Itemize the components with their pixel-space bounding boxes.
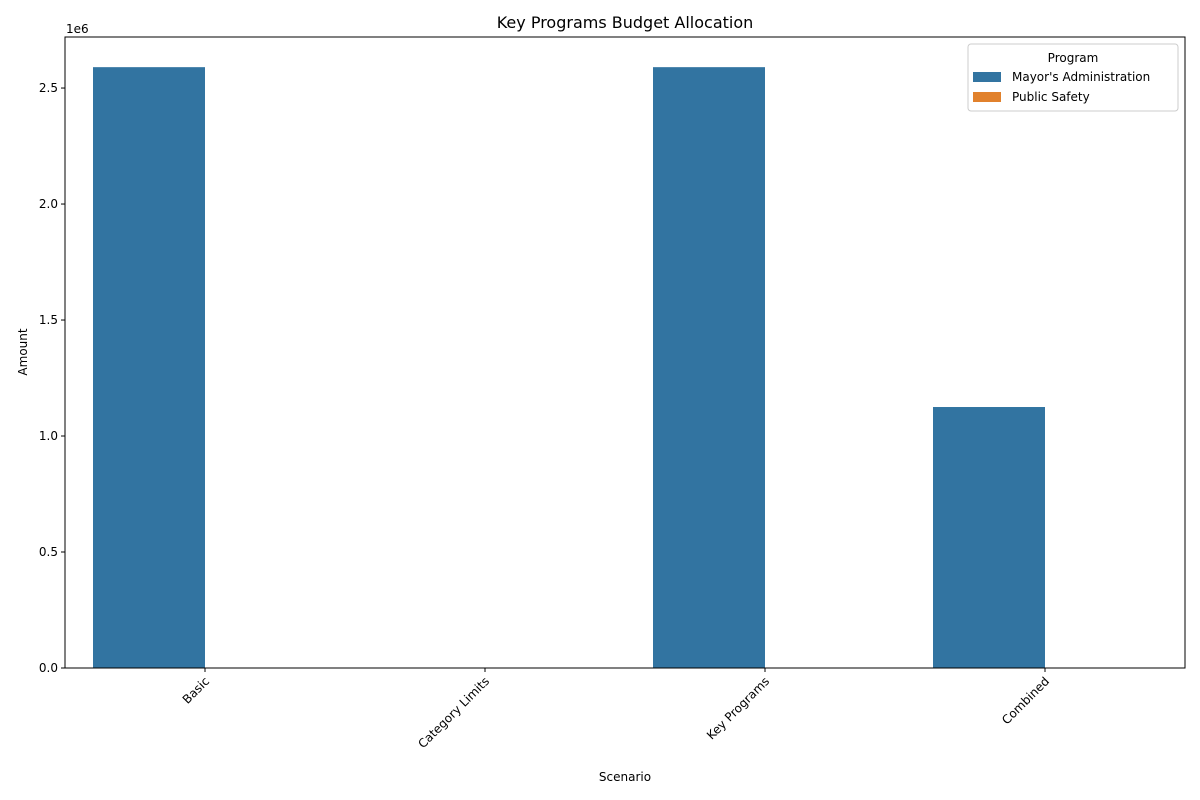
y-tick-label: 1.5 — [39, 313, 58, 327]
y-tick-label: 2.5 — [39, 81, 58, 95]
x-tick-label: Basic — [180, 674, 212, 706]
bars-layer — [93, 67, 1045, 669]
bar-mayor-s-administration-combined — [933, 407, 1045, 668]
y-tick-label: 0.0 — [39, 661, 58, 675]
bar-mayor-s-administration-basic — [93, 67, 205, 669]
bar-mayor-s-administration-key-programs — [653, 67, 765, 669]
y-tick-label: 2.0 — [39, 197, 58, 211]
y-offset-label: 1e6 — [66, 22, 89, 36]
x-axis-label: Scenario — [599, 770, 651, 784]
legend-label-mayors-administration: Mayor's Administration — [1012, 70, 1150, 84]
y-tick-label: 0.5 — [39, 545, 58, 559]
chart-title: Key Programs Budget Allocation — [497, 13, 754, 32]
legend: Program Mayor's Administration Public Sa… — [967, 43, 1179, 112]
legend-label-public-safety: Public Safety — [1012, 90, 1090, 104]
x-tick-label: Key Programs — [704, 674, 772, 742]
legend-box — [967, 43, 1179, 112]
y-axis-label: Amount — [16, 328, 30, 375]
plot-frame — [64, 36, 1186, 669]
legend-swatch-mayors-administration — [973, 72, 1001, 82]
y-tick-label: 1.0 — [39, 429, 58, 443]
legend-title: Program — [1048, 51, 1099, 65]
legend-swatch-public-safety — [973, 92, 1001, 102]
x-tick-label: Combined — [999, 674, 1052, 727]
x-tick-label: Category Limits — [415, 674, 492, 751]
